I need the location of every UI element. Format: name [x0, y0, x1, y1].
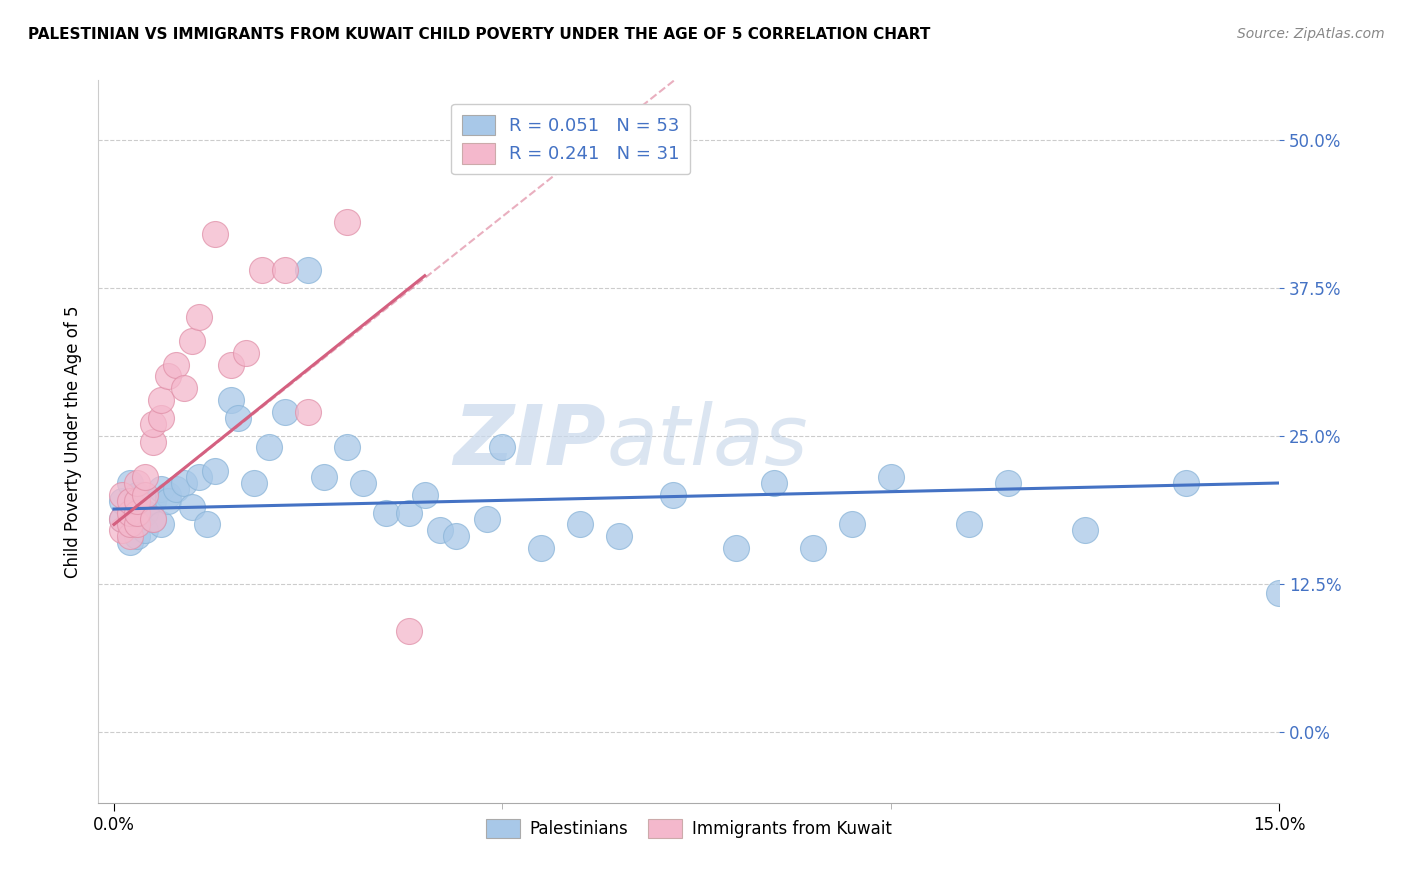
Point: [297, 262, 319, 277]
Point: [724, 541, 747, 556]
Point: [118, 506, 141, 520]
Point: [142, 417, 165, 431]
Point: [259, 441, 281, 455]
Text: atlas: atlas: [606, 401, 808, 482]
Point: [429, 524, 451, 538]
Point: [413, 488, 436, 502]
Point: [111, 511, 134, 525]
Point: [127, 493, 149, 508]
Point: [219, 393, 242, 408]
Point: [127, 475, 149, 490]
Point: [398, 506, 420, 520]
Text: PALESTINIAN VS IMMIGRANTS FROM KUWAIT CHILD POVERTY UNDER THE AGE OF 5 CORRELATI: PALESTINIAN VS IMMIGRANTS FROM KUWAIT CH…: [28, 27, 931, 42]
Point: [118, 535, 141, 549]
Point: [149, 517, 172, 532]
Y-axis label: Child Poverty Under the Age of 5: Child Poverty Under the Age of 5: [63, 305, 82, 578]
Point: [530, 541, 553, 556]
Point: [180, 500, 202, 514]
Point: [312, 470, 335, 484]
Point: [149, 410, 172, 425]
Point: [127, 529, 149, 543]
Point: [763, 475, 786, 490]
Point: [127, 500, 149, 514]
Point: [235, 345, 257, 359]
Point: [1268, 586, 1291, 600]
Point: [250, 262, 273, 277]
Point: [142, 511, 165, 525]
Point: [165, 358, 187, 372]
Point: [157, 369, 180, 384]
Point: [173, 381, 195, 395]
Point: [1074, 524, 1097, 538]
Point: [841, 517, 863, 532]
Point: [243, 475, 266, 490]
Point: [149, 393, 172, 408]
Point: [118, 529, 141, 543]
Point: [195, 517, 218, 532]
Point: [188, 470, 211, 484]
Point: [118, 506, 141, 520]
Point: [957, 517, 980, 532]
Point: [180, 334, 202, 348]
Point: [173, 475, 195, 490]
Point: [336, 441, 359, 455]
Point: [127, 517, 149, 532]
Point: [134, 470, 156, 484]
Point: [607, 529, 630, 543]
Point: [274, 262, 297, 277]
Point: [111, 488, 134, 502]
Point: [352, 475, 374, 490]
Point: [165, 482, 187, 496]
Point: [127, 506, 149, 520]
Point: [336, 215, 359, 229]
Point: [118, 475, 141, 490]
Point: [134, 506, 156, 520]
Point: [157, 493, 180, 508]
Text: Source: ZipAtlas.com: Source: ZipAtlas.com: [1237, 27, 1385, 41]
Point: [374, 506, 396, 520]
Point: [569, 517, 592, 532]
Point: [149, 482, 172, 496]
Point: [297, 405, 319, 419]
Point: [444, 529, 467, 543]
Point: [188, 310, 211, 325]
Point: [880, 470, 903, 484]
Point: [127, 488, 149, 502]
Point: [226, 410, 249, 425]
Point: [204, 227, 226, 242]
Point: [142, 434, 165, 449]
Point: [274, 405, 297, 419]
Text: ZIP: ZIP: [454, 401, 606, 482]
Point: [157, 488, 180, 502]
Point: [204, 464, 226, 478]
Point: [127, 517, 149, 532]
Point: [219, 358, 242, 372]
Point: [142, 493, 165, 508]
Point: [118, 517, 141, 532]
Point: [662, 488, 685, 502]
Point: [475, 511, 498, 525]
Point: [1175, 475, 1198, 490]
Point: [134, 488, 156, 502]
Point: [111, 493, 134, 508]
Point: [118, 493, 141, 508]
Point: [997, 475, 1019, 490]
Legend: Palestinians, Immigrants from Kuwait: Palestinians, Immigrants from Kuwait: [479, 813, 898, 845]
Point: [134, 524, 156, 538]
Point: [801, 541, 824, 556]
Point: [491, 441, 513, 455]
Point: [111, 511, 134, 525]
Point: [398, 624, 420, 638]
Point: [142, 511, 165, 525]
Point: [111, 524, 134, 538]
